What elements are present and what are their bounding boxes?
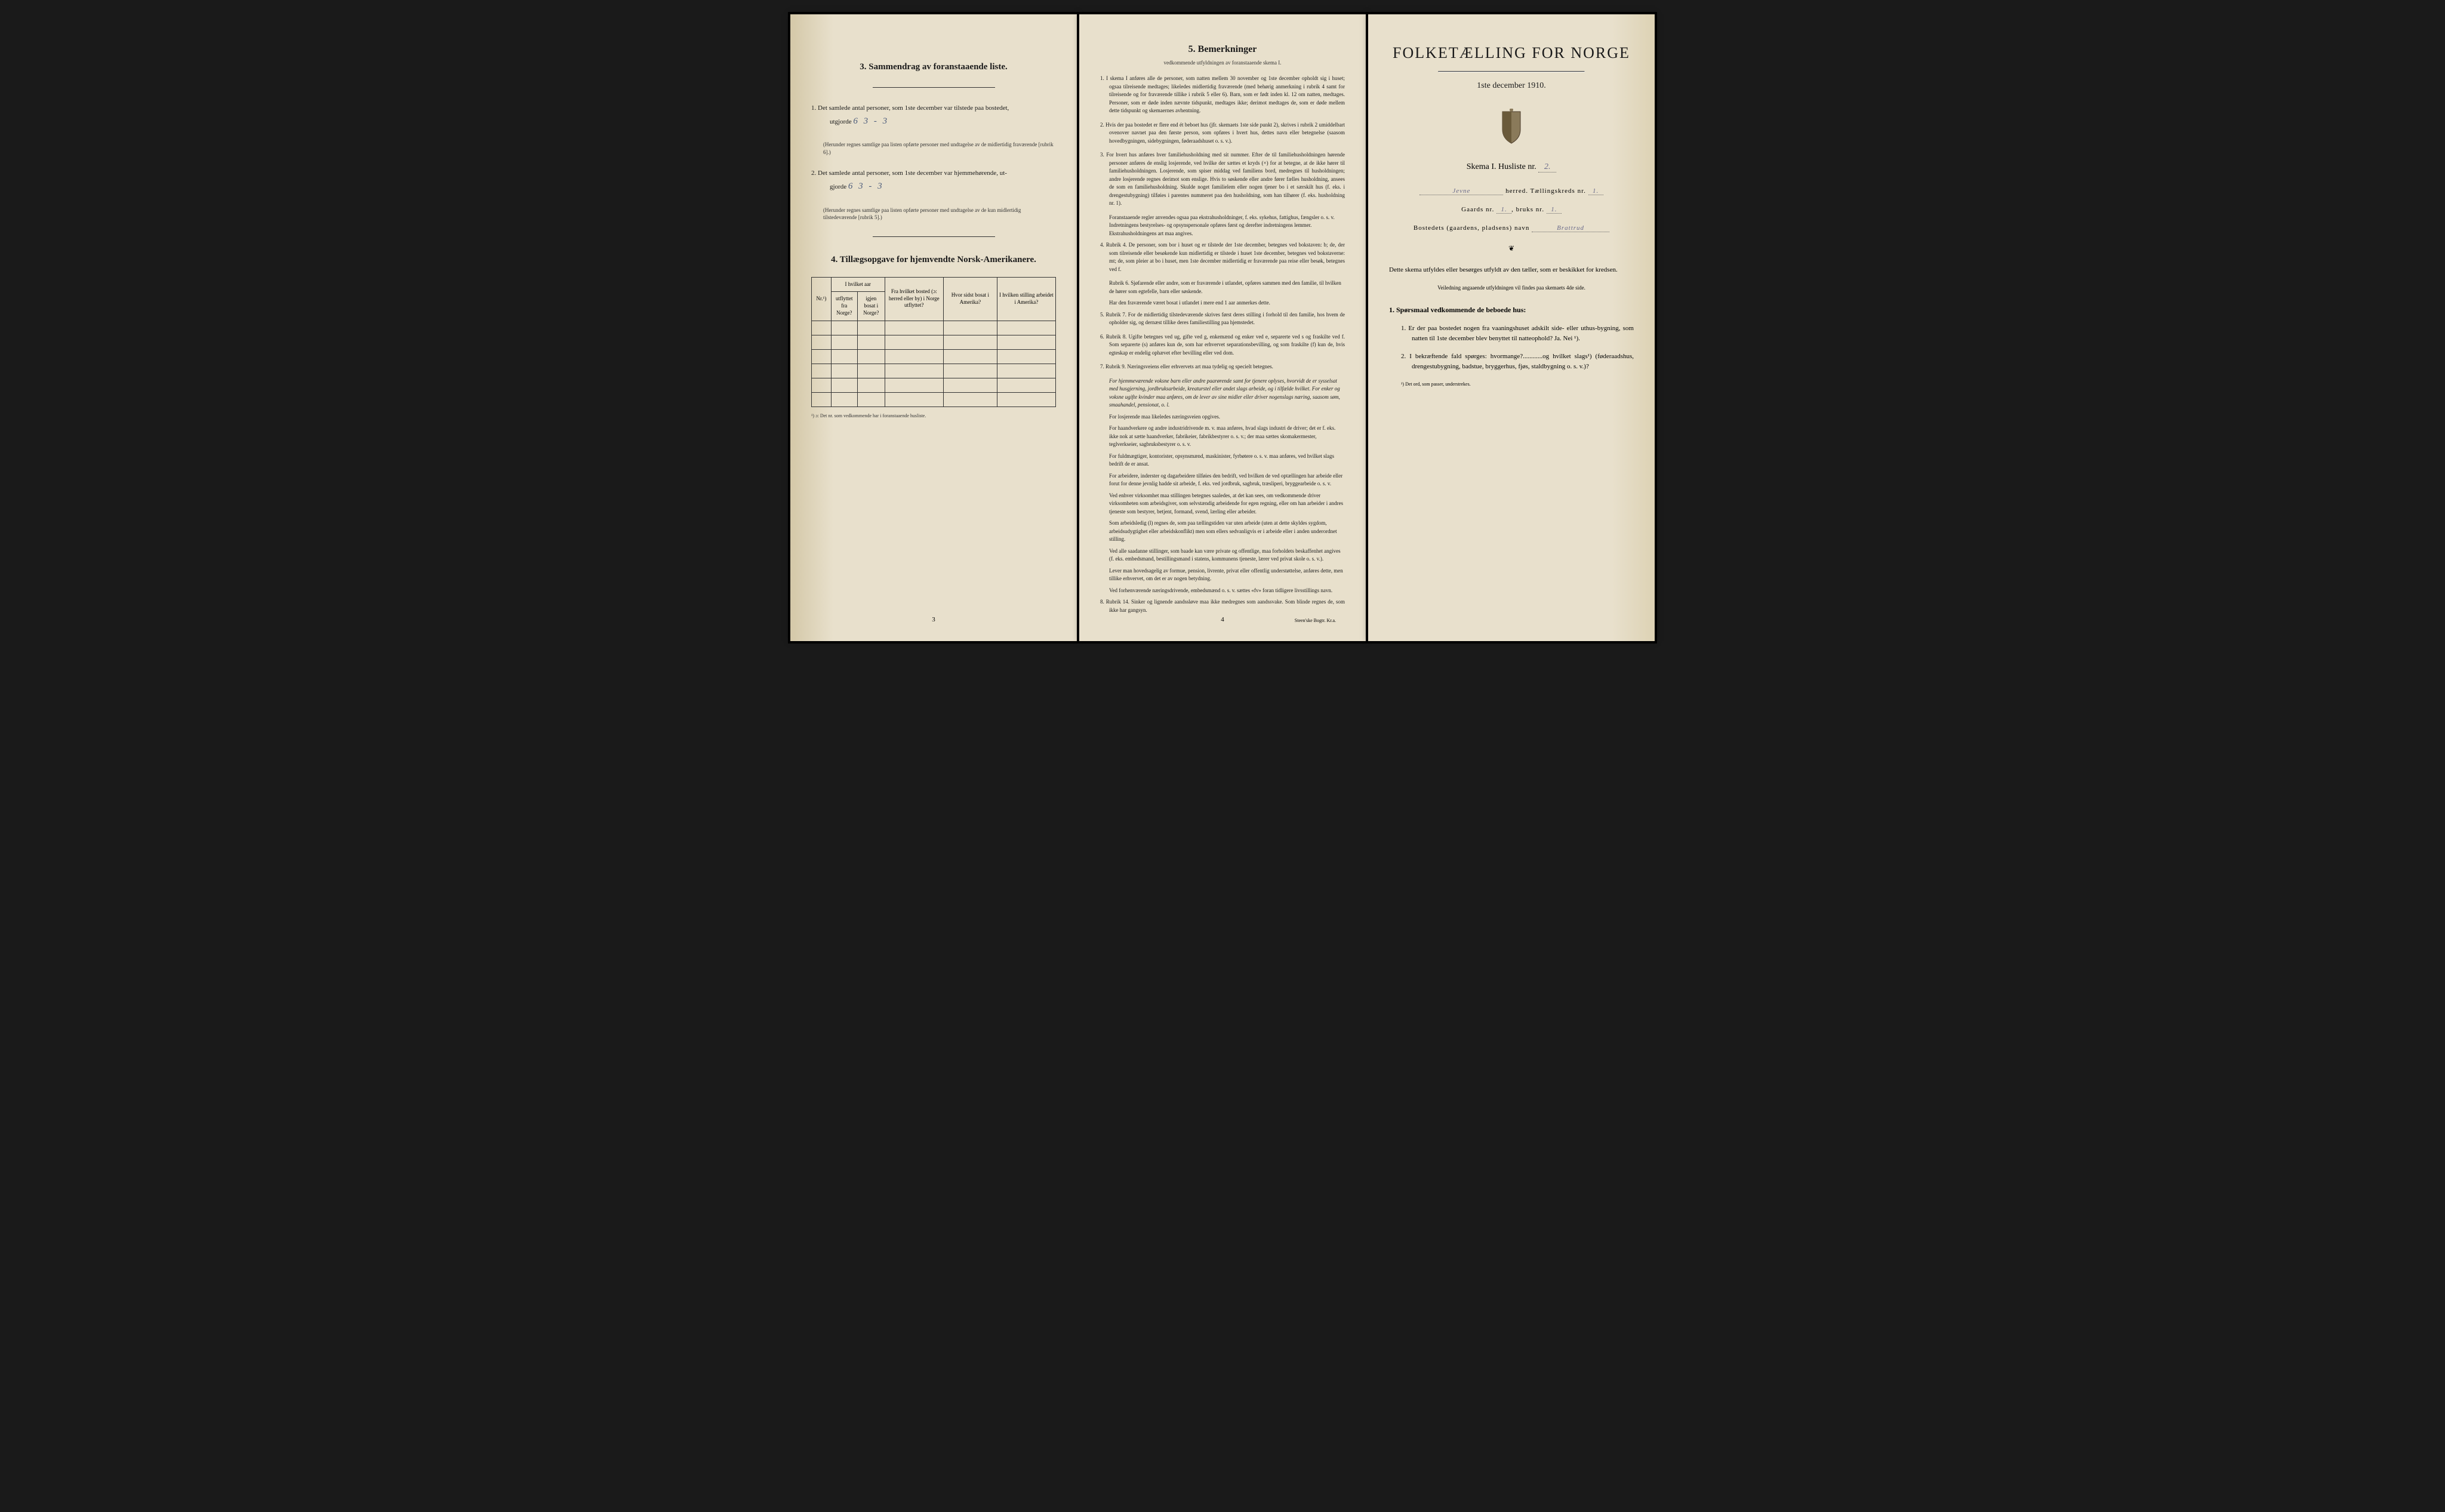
page-center: 5. Bemerkninger vedkommende utfyldningen… <box>1079 14 1366 641</box>
page-number-3: 3 <box>932 616 935 623</box>
page-number-4: 4 <box>1221 616 1224 623</box>
instruction-4b: Rubrik 6. Sjøfarende eller andre, som er… <box>1109 279 1345 295</box>
ornament: ❦ <box>1389 244 1634 253</box>
instruction-6: 6. Rubrik 8. Ugifte betegnes ved ug, gif… <box>1100 333 1345 358</box>
table-body <box>812 321 1056 407</box>
coat-of-arms <box>1389 109 1634 147</box>
instruction-5: 5. Rubrik 7. For de midlertidig tilstede… <box>1100 311 1345 327</box>
crest-icon <box>1496 109 1526 144</box>
question-1-text: 1. Er der paa bostedet nogen fra vaaning… <box>1401 325 1634 343</box>
section-4-title: 4. Tillægsopgave for hjemvendte Norsk-Am… <box>811 255 1056 265</box>
bosted-label: Bostedets (gaardens, pladsens) navn <box>1414 224 1529 232</box>
table-row <box>812 335 1056 349</box>
col-nr: Nr.¹) <box>812 277 832 321</box>
instruction-1: 1. I skema I anføres alle de personer, s… <box>1100 75 1345 115</box>
instruction-list: 1. I skema I anføres alle de personer, s… <box>1100 75 1345 614</box>
question-2: 2. I bekræftende fald spørges: hvormange… <box>1401 352 1634 372</box>
instruction-2: 2. Hvis der paa bostedet er flere end ét… <box>1100 121 1345 146</box>
info-subtext: Veiledning angaaende utfyldningen vil fi… <box>1389 285 1634 291</box>
section-5-subtitle: vedkommende utfyldningen av foranstaaend… <box>1100 60 1345 66</box>
instruction-3b: Foranstaaende regler anvendes ogsaa paa … <box>1109 214 1345 238</box>
instruction-7k: Ved forhenværende næringsdrivende, embed… <box>1109 587 1345 595</box>
gaards-line: Gaards nr. 1., bruks nr. 1. <box>1389 206 1634 214</box>
instruction-4c: Har den fraværende været bosat i utlande… <box>1109 299 1345 307</box>
item-2: 2. Det samlede antal personer, som 1ste … <box>811 168 1056 194</box>
section-3-title: 3. Sammendrag av foranstaaende liste. <box>811 62 1056 72</box>
col-utflyttet: utflyttet fra Norge? <box>831 292 857 321</box>
item-2-value: 6 3 - 3 <box>848 181 884 191</box>
question-1: 1. Er der paa bostedet nogen fra vaaning… <box>1401 324 1634 344</box>
instruction-7i: Ved alle saadanne stillinger, som baade … <box>1109 547 1345 563</box>
item-2-label: gjorde <box>830 183 846 190</box>
emigrant-table: Nr.¹) I hvilket aar Fra hvilket bosted (… <box>811 277 1056 407</box>
item-1-text: 1. Det samlede antal personer, som 1ste … <box>811 104 1009 112</box>
col-stilling: I hvilken stilling arbeidet i Amerika? <box>997 277 1055 321</box>
instruction-7h: Som arbeidsledig (l) regnes de, som paa … <box>1109 519 1345 544</box>
bosted-value: Brattrud <box>1532 224 1609 232</box>
table-row <box>812 364 1056 378</box>
printer-note: Steen'ske Bogtr. Kr.a. <box>1295 618 1336 623</box>
table-row <box>812 349 1056 364</box>
table-row <box>812 392 1056 407</box>
date-line: 1ste december 1910. <box>1389 81 1634 91</box>
gaards-label: Gaards nr. <box>1461 206 1494 213</box>
instruction-7j: Lever man hovedsagelig av formue, pensio… <box>1109 567 1345 583</box>
skema-nr: 2. <box>1538 162 1556 173</box>
section-5-title: 5. Bemerkninger <box>1100 44 1345 55</box>
gaards-nr: 1. <box>1496 206 1511 214</box>
question-heading: 1. Spørsmaal vedkommende de beboede hus: <box>1389 306 1634 315</box>
bruks-label: bruks nr. <box>1516 206 1545 213</box>
page-right: FOLKETÆLLING FOR NORGE 1ste december 191… <box>1368 14 1655 641</box>
col-amerika: Hvor sidst bosat i Amerika? <box>943 277 997 321</box>
instruction-7e: For fuldmægtiger, kontorister, opsynsmæn… <box>1109 452 1345 469</box>
instruction-4: 4. Rubrik 4. De personer, som bor i huse… <box>1100 241 1345 273</box>
table-row <box>812 378 1056 392</box>
skema-line: Skema I. Husliste nr. 2. <box>1389 162 1634 173</box>
divider <box>873 87 995 88</box>
item-1: 1. Det samlede antal personer, som 1ste … <box>811 103 1056 129</box>
document-container: 3. Sammendrag av foranstaaende liste. 1.… <box>788 12 1657 643</box>
kreds-nr: 1. <box>1588 187 1603 195</box>
col-aar-header: I hvilket aar <box>831 277 885 292</box>
info-text: Dette skema utfyldes eller besørges utfy… <box>1389 265 1634 276</box>
item-2-text: 2. Det samlede antal personer, som 1ste … <box>811 170 1007 177</box>
instruction-7: 7. Rubrik 9. Næringsveiens eller erhverv… <box>1100 363 1345 371</box>
main-title: FOLKETÆLLING FOR NORGE <box>1389 44 1634 62</box>
page-left: 3. Sammendrag av foranstaaende liste. 1.… <box>790 14 1077 641</box>
instruction-7b: For hjemmeværende voksne barn eller andr… <box>1109 377 1345 409</box>
item-2-note: (Herunder regnes samtlige paa listen opf… <box>823 207 1056 221</box>
instruction-7f: For arbeidere, inderster og dagarbeidere… <box>1109 472 1345 488</box>
item-1-note: (Herunder regnes samtlige paa listen opf… <box>823 141 1056 156</box>
bruks-nr: 1. <box>1547 206 1562 214</box>
table-row <box>812 321 1056 335</box>
emigrant-table-container: Nr.¹) I hvilket aar Fra hvilket bosted (… <box>811 277 1056 407</box>
instruction-8: 8. Rubrik 14. Sinker og lignende aandssl… <box>1100 598 1345 614</box>
instruction-7c: For losjerende maa likeledes næringsveie… <box>1109 413 1345 421</box>
bosted-line: Bostedets (gaardens, pladsens) navn Brat… <box>1389 224 1634 232</box>
col-bosted: Fra hvilket bosted (ɔ: herred eller by) … <box>885 277 943 321</box>
divider-2 <box>873 236 995 237</box>
bottom-note: ¹) Det ord, som passer, understrekes. <box>1401 381 1634 387</box>
skema-label: Skema I. Husliste nr. <box>1467 162 1536 171</box>
col-bosat: igjen bosat i Norge? <box>857 292 885 321</box>
title-divider <box>1438 71 1585 72</box>
item-1-label: utgjorde <box>830 118 852 125</box>
table-footnote: ¹) ɔ: Det nr. som vedkommende har i fora… <box>811 413 1056 418</box>
herred-label: herred. Tællingskreds nr. <box>1505 187 1586 195</box>
herred-line: Jevne herred. Tællingskreds nr. 1. <box>1389 187 1634 195</box>
instruction-7d: For haandverkere og andre industridriven… <box>1109 424 1345 449</box>
item-1-value: 6 3 - 3 <box>853 116 889 126</box>
instruction-7g: Ved enhver virksomhet maa stillingen bet… <box>1109 492 1345 516</box>
herred-value: Jevne <box>1419 187 1503 195</box>
instruction-3: 3. For hvert hus anføres hver familiehus… <box>1100 151 1345 208</box>
